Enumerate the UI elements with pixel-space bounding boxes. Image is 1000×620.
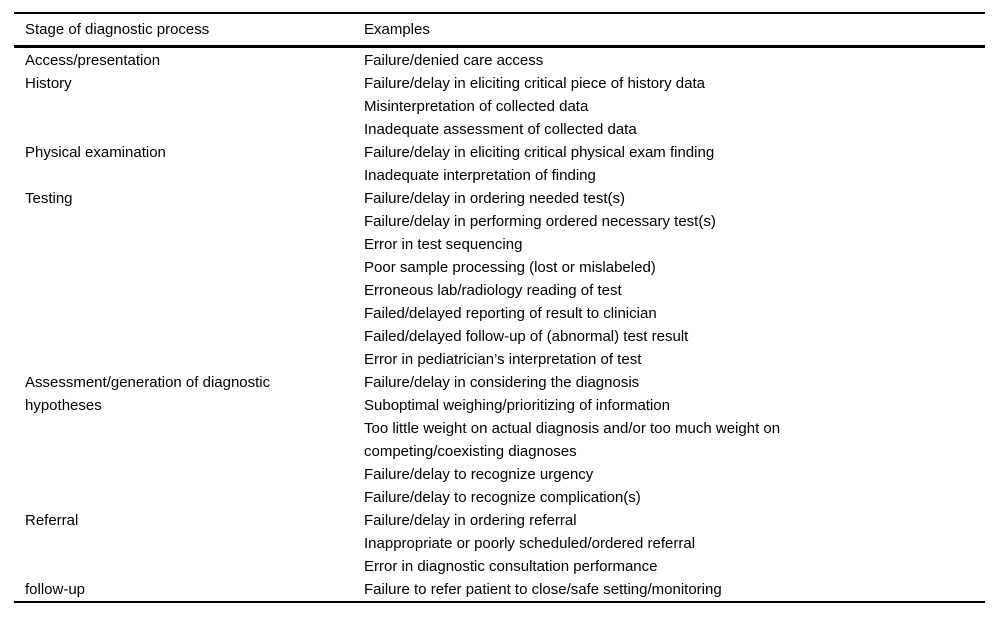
examples-cell: Failure/delay in eliciting critical phys…: [364, 141, 985, 187]
example-item: Error in pediatrician’s interpretation o…: [364, 351, 642, 368]
table-bottom-rule: [14, 601, 985, 603]
table-body: Access/presentation Failure/denied care a…: [14, 48, 985, 601]
example-item: Error in diagnostic consultation perform…: [364, 558, 658, 575]
example-item: Failure/delay to recognize complication(…: [364, 489, 641, 506]
example-item: Failure/delay in ordering needed test(s): [364, 190, 625, 207]
examples-cell: Failure/denied care access: [364, 49, 985, 72]
table-row: Physical examination Failure/delay in eli…: [14, 141, 985, 187]
table-row: Testing Failure/delay in ordering needed …: [14, 187, 985, 371]
table-top-rule: [14, 12, 985, 14]
examples-cell: Failure/delay in ordering needed test(s)…: [364, 187, 985, 371]
example-item: Poor sample processing (lost or mislabel…: [364, 259, 656, 276]
stage-cell: Testing: [25, 190, 73, 207]
example-item: Inadequate interpretation of finding: [364, 167, 596, 184]
examples-cell: Failure to refer patient to close/safe s…: [364, 578, 985, 601]
stage-cell: Referral: [25, 512, 79, 529]
examples-cell: Failure/delay in considering the diagnos…: [364, 371, 985, 509]
table-row: History Failure/delay in eliciting critic…: [14, 72, 985, 141]
header-separator-rule: [14, 45, 985, 48]
example-item: Failure/delay in performing ordered nece…: [364, 213, 716, 230]
stage-cell: follow-up: [25, 581, 86, 598]
example-item: Failure/delay in ordering referral: [364, 512, 577, 529]
table-header-row: Stage of diagnostic process Examples: [14, 14, 985, 45]
example-item: Failure/denied care access: [364, 52, 544, 69]
column-header-examples: Examples: [364, 21, 430, 38]
example-item: Failure/delay in considering the diagnos…: [364, 374, 640, 391]
example-item: Inadequate assessment of collected data: [364, 121, 637, 138]
example-item: Misinterpretation of collected data: [364, 98, 589, 115]
example-item: Failed/delayed follow-up of (abnormal) t…: [364, 328, 689, 345]
example-item: Failed/delayed reporting of result to cl…: [364, 305, 657, 322]
example-item: Suboptimal weighing/prioritizing of info…: [364, 397, 670, 414]
examples-cell: Failure/delay in eliciting critical piec…: [364, 72, 985, 141]
example-item: Failure/delay in eliciting critical piec…: [364, 75, 705, 92]
example-item: Failure/delay in eliciting critical phys…: [364, 144, 715, 161]
example-item: Erroneous lab/radiology reading of test: [364, 282, 622, 299]
stage-cell: Assessment/generation of diagnostic hypo…: [25, 374, 271, 414]
table-row: Referral Failure/delay in ordering referr…: [14, 509, 985, 578]
table-row: follow-up Failure to refer patient to clo…: [14, 578, 985, 601]
stage-cell: History: [25, 75, 72, 92]
example-item: Inappropriate or poorly scheduled/ordere…: [364, 535, 696, 552]
example-item: Failure/delay to recognize urgency: [364, 466, 594, 483]
table-row: Access/presentation Failure/denied care a…: [14, 49, 985, 72]
stage-cell: Physical examination: [25, 144, 166, 161]
column-header-stage: Stage of diagnostic process: [25, 21, 210, 38]
example-item: Error in test sequencing: [364, 236, 523, 253]
example-item: Too little weight on actual diagnosis an…: [364, 420, 781, 460]
paper-table: Stage of diagnostic process Examples Acc…: [14, 12, 985, 603]
stage-cell: Access/presentation: [25, 52, 161, 69]
table-row: Assessment/generation of diagnostic hypo…: [14, 371, 985, 509]
example-item: Failure to refer patient to close/safe s…: [364, 581, 722, 598]
examples-cell: Failure/delay in ordering referral Inappr…: [364, 509, 985, 578]
